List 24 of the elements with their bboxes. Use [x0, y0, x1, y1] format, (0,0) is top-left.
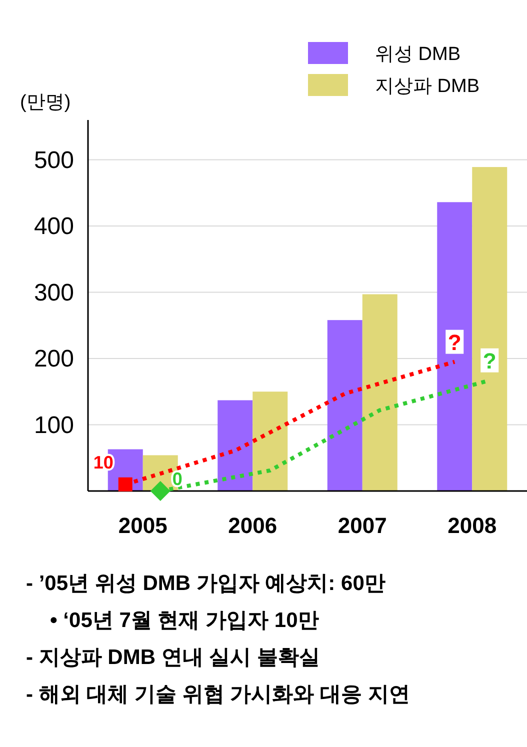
bar [472, 167, 508, 491]
y-tick-label: 100 [34, 412, 74, 439]
legend-label: 위성 DMB [375, 44, 460, 65]
bar [437, 202, 472, 491]
y-tick-label: 200 [34, 346, 74, 372]
y-axis-title: (만명) [20, 92, 71, 113]
bar [362, 294, 398, 491]
annotation: ? [482, 348, 496, 374]
bar [218, 400, 253, 491]
y-tick-label: 500 [34, 146, 74, 174]
annotation: ? [448, 330, 462, 355]
text: - 지상파 DMB 연내 실시 불확실 [26, 646, 320, 669]
x-tick-label: 2007 [338, 513, 387, 538]
legend-label: 지상파 DMB [375, 76, 480, 97]
bar [252, 392, 288, 491]
x-tick-label: 2008 [448, 513, 497, 538]
y-tick-label: 300 [34, 279, 74, 306]
x-tick-label: 2005 [118, 513, 168, 538]
bar [327, 320, 362, 491]
text: - ’05년 위성 DMB 가입자 예상치: 60만 [26, 572, 386, 595]
y-tick-label: 400 [34, 213, 74, 240]
text: - 해외 대체 기술 위협 가시화와 대응 지연 [26, 683, 410, 706]
text: • ‘05년 7월 현재 가입자 10만 [50, 609, 319, 632]
x-tick-label: 2006 [228, 513, 278, 538]
